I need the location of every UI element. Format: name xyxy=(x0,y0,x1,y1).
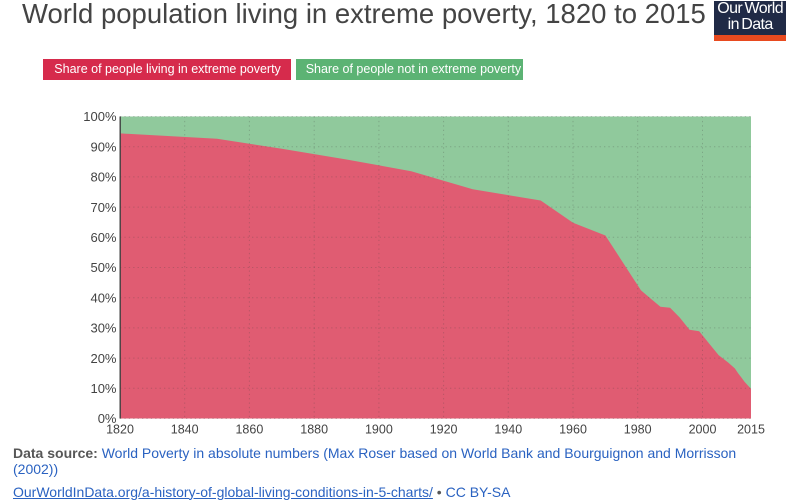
svg-text:100%: 100% xyxy=(83,109,117,124)
svg-text:70%: 70% xyxy=(90,200,116,215)
svg-text:2000: 2000 xyxy=(689,423,717,437)
svg-text:40%: 40% xyxy=(90,290,116,305)
svg-text:20%: 20% xyxy=(90,351,116,366)
svg-text:1900: 1900 xyxy=(365,423,393,437)
svg-text:2015: 2015 xyxy=(737,423,765,437)
svg-text:1980: 1980 xyxy=(624,423,652,437)
svg-text:1840: 1840 xyxy=(171,423,199,437)
svg-text:1820: 1820 xyxy=(106,423,134,437)
svg-text:60%: 60% xyxy=(90,230,116,245)
svg-text:0%: 0% xyxy=(98,411,117,426)
svg-text:1880: 1880 xyxy=(300,423,328,437)
svg-text:1960: 1960 xyxy=(559,423,587,437)
svg-text:1940: 1940 xyxy=(494,423,522,437)
svg-text:90%: 90% xyxy=(90,139,116,154)
svg-text:1920: 1920 xyxy=(430,423,458,437)
svg-text:80%: 80% xyxy=(90,170,116,185)
svg-text:1860: 1860 xyxy=(235,423,263,437)
svg-text:30%: 30% xyxy=(90,321,116,336)
svg-text:10%: 10% xyxy=(90,381,116,396)
svg-text:50%: 50% xyxy=(90,260,116,275)
